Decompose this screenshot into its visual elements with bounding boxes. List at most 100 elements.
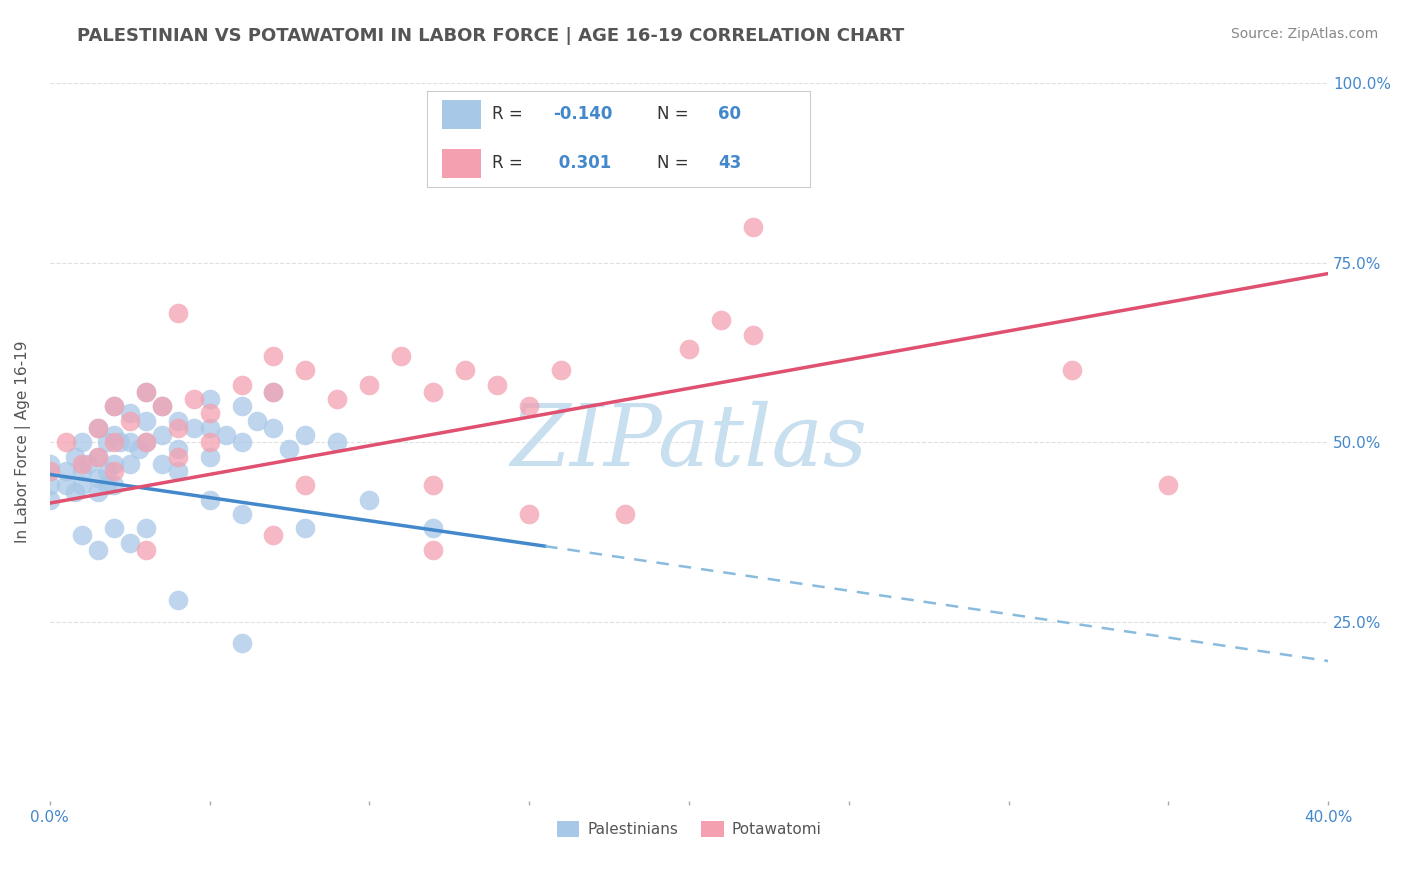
Point: [294, 428, 316, 442]
Point: [326, 435, 349, 450]
Point: [198, 435, 221, 450]
Point: [135, 384, 157, 399]
Point: [231, 636, 253, 650]
Point: [198, 392, 221, 406]
Point: [103, 464, 125, 478]
Text: PALESTINIAN VS POTAWATOMI IN LABOR FORCE | AGE 16-19 CORRELATION CHART: PALESTINIAN VS POTAWATOMI IN LABOR FORCE…: [77, 27, 904, 45]
Point: [166, 442, 188, 457]
Point: [422, 542, 444, 557]
Point: [263, 421, 285, 435]
Point: [70, 528, 93, 542]
Point: [166, 421, 188, 435]
Point: [166, 593, 188, 607]
Point: [135, 435, 157, 450]
Point: [103, 399, 125, 413]
Point: [150, 457, 173, 471]
Point: [38, 457, 60, 471]
Point: [422, 384, 444, 399]
Point: [135, 414, 157, 428]
Point: [614, 507, 637, 521]
Point: [38, 492, 60, 507]
Point: [278, 442, 301, 457]
Point: [231, 507, 253, 521]
Point: [70, 464, 93, 478]
Point: [741, 327, 763, 342]
Point: [70, 457, 93, 471]
Point: [741, 219, 763, 234]
Point: [214, 428, 236, 442]
Point: [359, 377, 381, 392]
Point: [65, 485, 87, 500]
Point: [96, 435, 118, 450]
Point: [517, 399, 540, 413]
Point: [150, 399, 173, 413]
Point: [103, 478, 125, 492]
Point: [183, 421, 205, 435]
Point: [135, 435, 157, 450]
Point: [246, 414, 269, 428]
Point: [231, 377, 253, 392]
Text: ZIPatlas: ZIPatlas: [510, 401, 868, 483]
Point: [678, 342, 700, 356]
Point: [118, 414, 141, 428]
Point: [55, 435, 77, 450]
Point: [118, 435, 141, 450]
Point: [65, 450, 87, 464]
Text: Source: ZipAtlas.com: Source: ZipAtlas.com: [1230, 27, 1378, 41]
Point: [103, 457, 125, 471]
Point: [96, 478, 118, 492]
Point: [135, 384, 157, 399]
Point: [86, 450, 108, 464]
Point: [359, 492, 381, 507]
Point: [517, 507, 540, 521]
Point: [183, 392, 205, 406]
Point: [326, 392, 349, 406]
Point: [454, 363, 477, 377]
Point: [86, 421, 108, 435]
Point: [103, 521, 125, 535]
Point: [118, 457, 141, 471]
Point: [38, 464, 60, 478]
Point: [103, 428, 125, 442]
Point: [231, 399, 253, 413]
Point: [422, 478, 444, 492]
Point: [198, 407, 221, 421]
Point: [86, 485, 108, 500]
Point: [55, 464, 77, 478]
Point: [1062, 363, 1084, 377]
Point: [118, 407, 141, 421]
Legend: Palestinians, Potawatomi: Palestinians, Potawatomi: [550, 815, 828, 844]
Point: [70, 478, 93, 492]
Point: [231, 435, 253, 450]
Point: [135, 542, 157, 557]
Point: [263, 384, 285, 399]
Point: [150, 428, 173, 442]
Point: [38, 478, 60, 492]
Point: [55, 478, 77, 492]
Point: [294, 363, 316, 377]
Point: [294, 521, 316, 535]
Point: [86, 450, 108, 464]
Point: [422, 521, 444, 535]
Point: [103, 435, 125, 450]
Point: [263, 528, 285, 542]
Point: [128, 442, 150, 457]
Point: [166, 450, 188, 464]
Point: [103, 399, 125, 413]
Point: [710, 313, 733, 327]
Point: [263, 384, 285, 399]
Point: [118, 535, 141, 549]
Point: [1157, 478, 1180, 492]
Point: [150, 399, 173, 413]
Point: [166, 464, 188, 478]
Point: [294, 478, 316, 492]
Point: [166, 306, 188, 320]
Point: [389, 349, 412, 363]
Point: [135, 521, 157, 535]
Point: [198, 421, 221, 435]
Point: [86, 471, 108, 485]
Point: [86, 542, 108, 557]
Point: [486, 377, 509, 392]
Point: [198, 450, 221, 464]
Point: [198, 492, 221, 507]
